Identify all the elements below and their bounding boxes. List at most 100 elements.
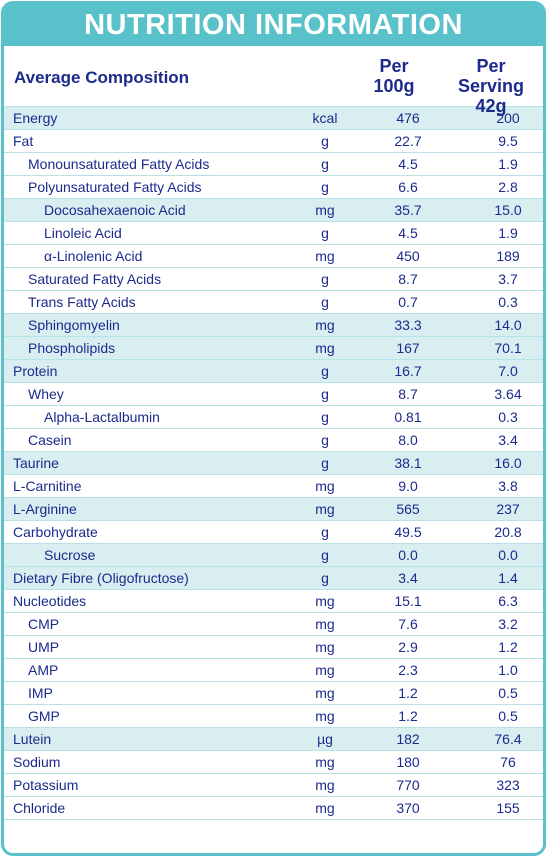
nutrient-unit: mg xyxy=(298,658,352,682)
nutrient-unit: mg xyxy=(298,497,352,521)
nutrient-name: Trans Fatty Acids xyxy=(4,290,298,314)
panel-title: NUTRITION INFORMATION xyxy=(4,4,543,46)
nutrient-unit: g xyxy=(298,221,352,245)
nutrient-name: Sphingomyelin xyxy=(4,313,298,337)
table-row: Carbohydrate g 49.5 20.8 xyxy=(4,520,543,544)
value-per-100g: 9.0 xyxy=(352,474,464,498)
value-per-100g: 7.6 xyxy=(352,612,464,636)
nutrient-unit: g xyxy=(298,152,352,176)
nutrient-unit: g xyxy=(298,290,352,314)
header-per-serving-line1: Per Serving xyxy=(457,56,525,96)
header-average-composition: Average Composition xyxy=(14,68,190,87)
table-row: Energy kcal 476 200 xyxy=(4,106,543,130)
nutrient-name: α-Linolenic Acid xyxy=(4,244,298,268)
nutrient-name: Nucleotides xyxy=(4,589,298,613)
value-per-100g: 4.5 xyxy=(352,221,464,245)
table-row: Chloride mg 370 155 xyxy=(4,796,543,820)
table-row: Monounsaturated Fatty Acids g 4.5 1.9 xyxy=(4,152,543,176)
value-per-serving: 76 xyxy=(464,750,543,774)
value-per-100g: 0.0 xyxy=(352,543,464,567)
table-row: Saturated Fatty Acids g 8.7 3.7 xyxy=(4,267,543,291)
value-per-serving: 200 xyxy=(464,106,543,130)
nutrient-name: Phospholipids xyxy=(4,336,298,360)
nutrient-unit: mg xyxy=(298,612,352,636)
nutrient-unit: g xyxy=(298,451,352,475)
nutrient-unit: mg xyxy=(298,198,352,222)
value-per-100g: 8.0 xyxy=(352,428,464,452)
value-per-100g: 450 xyxy=(352,244,464,268)
value-per-serving: 2.8 xyxy=(464,175,543,199)
value-per-serving: 15.0 xyxy=(464,198,543,222)
nutrition-rows: Energy kcal 476 200 Fat g 22.7 9.5 Monounsaturat… xyxy=(4,106,543,820)
nutrient-name: Sodium xyxy=(4,750,298,774)
value-per-100g: 2.9 xyxy=(352,635,464,659)
nutrient-unit: mg xyxy=(298,681,352,705)
value-per-100g: 770 xyxy=(352,773,464,797)
header-per-100g-line1: Per xyxy=(379,56,409,76)
value-per-100g: 16.7 xyxy=(352,359,464,383)
value-per-100g: 49.5 xyxy=(352,520,464,544)
nutrition-table: Energy kcal 476 200 Fat g 22.7 9.5 Monounsaturat… xyxy=(4,106,543,820)
table-row: Phospholipids mg 167 70.1 xyxy=(4,336,543,360)
nutrient-unit: g xyxy=(298,382,352,406)
nutrient-name: IMP xyxy=(4,681,298,705)
value-per-serving: 1.2 xyxy=(464,635,543,659)
nutrient-name: Dietary Fibre (Oligofructose) xyxy=(4,566,298,590)
table-row: CMP mg 7.6 3.2 xyxy=(4,612,543,636)
nutrient-name: Energy xyxy=(4,106,298,130)
nutrient-name: L-Carnitine xyxy=(4,474,298,498)
value-per-100g: 15.1 xyxy=(352,589,464,613)
value-per-serving: 76.4 xyxy=(464,727,543,751)
nutrient-unit: g xyxy=(298,129,352,153)
value-per-100g: 167 xyxy=(352,336,464,360)
value-per-100g: 1.2 xyxy=(352,704,464,728)
table-row: Nucleotides mg 15.1 6.3 xyxy=(4,589,543,613)
value-per-serving: 237 xyxy=(464,497,543,521)
table-row: Docosahexaenoic Acid mg 35.7 15.0 xyxy=(4,198,543,222)
nutrient-unit: mg xyxy=(298,635,352,659)
nutrient-name: Docosahexaenoic Acid xyxy=(4,198,298,222)
nutrient-unit: mg xyxy=(298,589,352,613)
header-per-serving: Per Serving 42g xyxy=(441,56,541,116)
value-per-serving: 16.0 xyxy=(464,451,543,475)
nutrient-name: Chloride xyxy=(4,796,298,820)
value-per-serving: 70.1 xyxy=(464,336,543,360)
nutrient-unit: mg xyxy=(298,704,352,728)
nutrient-unit: mg xyxy=(298,796,352,820)
table-row: AMP mg 2.3 1.0 xyxy=(4,658,543,682)
value-per-serving: 1.0 xyxy=(464,658,543,682)
nutrient-unit: mg xyxy=(298,336,352,360)
nutrient-name: Saturated Fatty Acids xyxy=(4,267,298,291)
header-per-serving-line2: 42g xyxy=(475,96,507,116)
value-per-100g: 6.6 xyxy=(352,175,464,199)
value-per-serving: 189 xyxy=(464,244,543,268)
value-per-serving: 6.3 xyxy=(464,589,543,613)
value-per-serving: 0.5 xyxy=(464,704,543,728)
value-per-100g: 4.5 xyxy=(352,152,464,176)
value-per-serving: 1.4 xyxy=(464,566,543,590)
nutrient-name: Potassium xyxy=(4,773,298,797)
nutrient-unit: mg xyxy=(298,750,352,774)
value-per-serving: 3.7 xyxy=(464,267,543,291)
value-per-serving: 1.9 xyxy=(464,152,543,176)
table-row: Dietary Fibre (Oligofructose) g 3.4 1.4 xyxy=(4,566,543,590)
table-row: Fat g 22.7 9.5 xyxy=(4,129,543,153)
table-header: Average Composition Per 100g Per Serving… xyxy=(4,46,543,116)
table-row: L-Arginine mg 565 237 xyxy=(4,497,543,521)
value-per-serving: 7.0 xyxy=(464,359,543,383)
table-row: Sphingomyelin mg 33.3 14.0 xyxy=(4,313,543,337)
nutrient-name: Monounsaturated Fatty Acids xyxy=(4,152,298,176)
nutrient-unit: mg xyxy=(298,773,352,797)
value-per-serving: 3.2 xyxy=(464,612,543,636)
value-per-100g: 38.1 xyxy=(352,451,464,475)
value-per-serving: 0.5 xyxy=(464,681,543,705)
nutrient-name: Casein xyxy=(4,428,298,452)
nutrient-name: Taurine xyxy=(4,451,298,475)
table-row: IMP mg 1.2 0.5 xyxy=(4,681,543,705)
value-per-100g: 0.81 xyxy=(352,405,464,429)
value-per-serving: 0.3 xyxy=(464,405,543,429)
header-per-100g-line2: 100g xyxy=(373,76,415,96)
value-per-100g: 2.3 xyxy=(352,658,464,682)
value-per-serving: 3.8 xyxy=(464,474,543,498)
